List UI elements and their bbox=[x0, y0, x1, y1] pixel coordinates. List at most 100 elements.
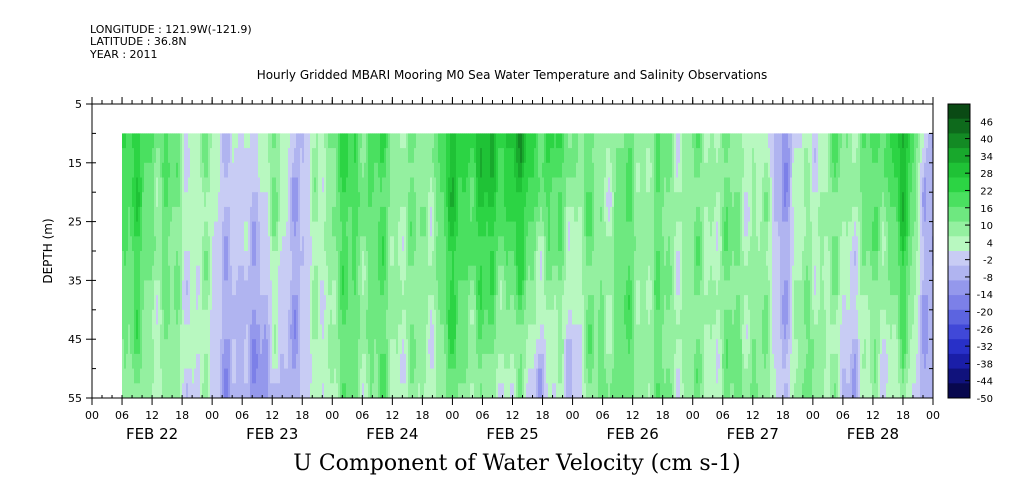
heatmap-cell bbox=[202, 221, 205, 237]
heatmap-cell bbox=[162, 236, 165, 252]
heatmap-cell bbox=[188, 251, 191, 267]
heatmap-cell bbox=[252, 339, 255, 355]
heatmap-cell bbox=[470, 206, 473, 223]
heatmap-cell bbox=[432, 206, 435, 223]
heatmap-cell bbox=[138, 265, 141, 281]
heatmap-cell bbox=[168, 295, 171, 311]
heatmap-cell bbox=[672, 339, 675, 355]
heatmap-cell bbox=[638, 251, 641, 267]
heatmap-cell bbox=[614, 177, 617, 193]
heatmap-cell bbox=[622, 251, 625, 267]
heatmap-cell bbox=[650, 221, 653, 237]
heatmap-cell bbox=[664, 192, 667, 208]
heatmap-cell bbox=[658, 383, 661, 398]
heatmap-cell bbox=[522, 221, 525, 237]
heatmap-cell bbox=[544, 221, 547, 237]
heatmap-cell bbox=[464, 162, 467, 179]
heatmap-cell bbox=[328, 251, 331, 267]
heatmap-cell bbox=[376, 324, 379, 340]
heatmap-cell bbox=[350, 383, 353, 398]
heatmap-cell bbox=[198, 236, 201, 252]
heatmap-cell bbox=[420, 236, 423, 252]
heatmap-cell bbox=[166, 295, 169, 311]
heatmap-cell bbox=[364, 280, 367, 296]
heatmap-cell bbox=[598, 309, 601, 326]
heatmap-cell bbox=[606, 295, 609, 311]
heatmap-cell bbox=[464, 309, 467, 326]
heatmap-cell bbox=[222, 353, 225, 370]
heatmap-cell bbox=[412, 177, 415, 193]
heatmap-cell bbox=[226, 251, 229, 267]
heatmap-cell bbox=[496, 309, 499, 326]
heatmap-cell bbox=[418, 162, 421, 179]
heatmap-cell bbox=[506, 339, 509, 355]
heatmap-cell bbox=[670, 133, 673, 149]
heatmap-cell bbox=[134, 177, 137, 193]
heatmap-cell bbox=[658, 368, 661, 384]
heatmap-cell bbox=[588, 295, 591, 311]
heatmap-cell bbox=[642, 353, 645, 370]
heatmap-cell bbox=[252, 192, 255, 208]
heatmap-cell bbox=[298, 324, 301, 340]
heatmap-cell bbox=[406, 295, 409, 311]
heatmap-cell bbox=[516, 368, 519, 384]
heatmap-cell bbox=[388, 353, 391, 370]
heatmap-cell bbox=[416, 324, 419, 340]
heatmap-cell bbox=[212, 221, 215, 237]
heatmap-cell bbox=[432, 133, 435, 149]
heatmap-cell bbox=[288, 280, 291, 296]
heatmap-cell bbox=[294, 339, 297, 355]
heatmap-cell bbox=[260, 192, 263, 208]
heatmap-cell bbox=[384, 251, 387, 267]
heatmap-cell bbox=[242, 324, 245, 340]
heatmap-cell bbox=[268, 148, 271, 164]
heatmap-cell bbox=[662, 251, 665, 267]
heatmap-cell bbox=[574, 383, 577, 398]
heatmap-cell bbox=[534, 148, 537, 164]
heatmap-cell bbox=[206, 206, 209, 223]
heatmap-cell bbox=[670, 353, 673, 370]
heatmap-cell bbox=[356, 324, 359, 340]
heatmap-cell bbox=[244, 148, 247, 164]
heatmap-cell bbox=[566, 295, 569, 311]
heatmap-cell bbox=[312, 309, 315, 326]
heatmap-cell bbox=[510, 133, 513, 149]
heatmap-cell bbox=[660, 162, 663, 179]
heatmap-cell bbox=[210, 162, 213, 179]
heatmap-cell bbox=[230, 353, 233, 370]
heatmap-cell bbox=[210, 133, 213, 149]
heatmap-cell bbox=[630, 221, 633, 237]
heatmap-cell bbox=[350, 177, 353, 193]
heatmap-cell bbox=[568, 177, 571, 193]
heatmap-cell bbox=[326, 309, 329, 326]
heatmap-cell bbox=[562, 148, 565, 164]
heatmap-cell bbox=[124, 251, 127, 267]
heatmap-cell bbox=[492, 309, 495, 326]
heatmap-cell bbox=[526, 162, 529, 179]
heatmap-cell bbox=[380, 162, 383, 179]
heatmap-cell bbox=[608, 339, 611, 355]
heatmap-cell bbox=[582, 339, 585, 355]
heatmap-cell bbox=[414, 206, 417, 223]
heatmap-cell bbox=[470, 177, 473, 193]
heatmap-cell bbox=[578, 265, 581, 281]
heatmap-cell bbox=[130, 368, 133, 384]
heatmap-cell bbox=[262, 368, 265, 384]
heatmap-cell bbox=[570, 324, 573, 340]
heatmap-cell bbox=[422, 177, 425, 193]
heatmap-cell bbox=[628, 251, 631, 267]
heatmap-cell bbox=[546, 324, 549, 340]
heatmap-cell bbox=[186, 265, 189, 281]
heatmap-cell bbox=[586, 177, 589, 193]
heatmap-cell bbox=[666, 295, 669, 311]
heatmap-cell bbox=[656, 368, 659, 384]
heatmap-cell bbox=[438, 206, 441, 223]
heatmap-cell bbox=[198, 280, 201, 296]
heatmap-cell bbox=[592, 206, 595, 223]
heatmap-cell bbox=[384, 324, 387, 340]
heatmap-cell bbox=[410, 162, 413, 179]
heatmap-cell bbox=[222, 162, 225, 179]
heatmap-cell bbox=[646, 295, 649, 311]
heatmap-cell bbox=[498, 206, 501, 223]
heatmap-cell bbox=[358, 309, 361, 326]
